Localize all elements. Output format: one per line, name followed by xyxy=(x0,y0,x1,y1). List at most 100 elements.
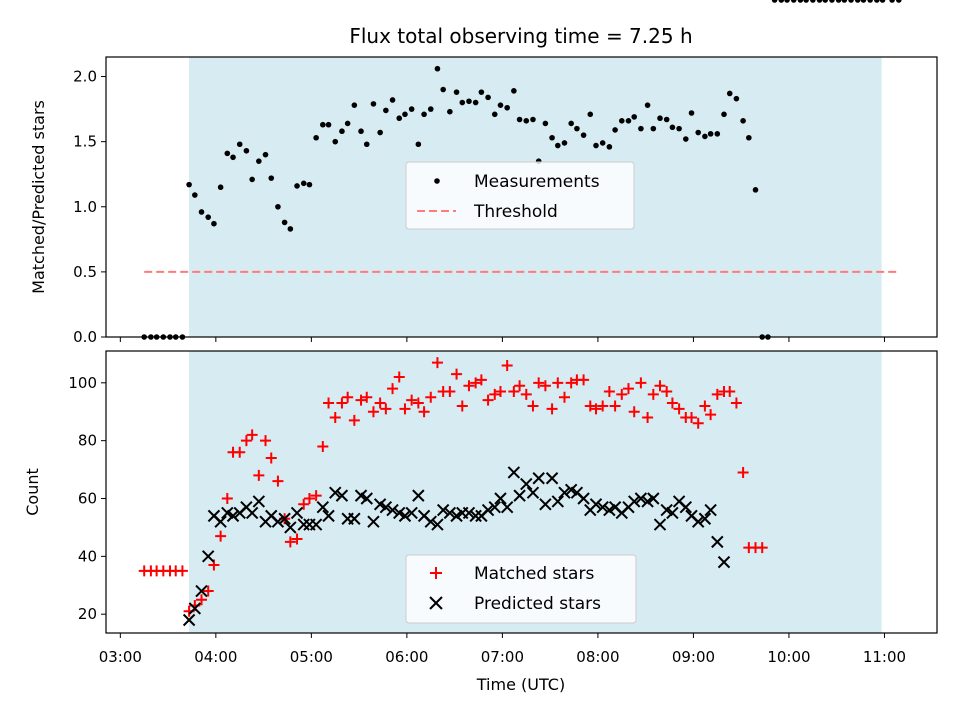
measurement-point xyxy=(663,116,670,123)
measurement-point xyxy=(281,219,288,226)
matched-star-point xyxy=(622,383,634,395)
matched-star-point xyxy=(234,446,246,458)
measurement-point xyxy=(262,151,269,158)
measurement-point xyxy=(848,0,854,3)
counts-legend-box xyxy=(405,554,637,624)
predicted-star-point xyxy=(596,500,609,514)
predicted-star-point xyxy=(526,486,540,499)
matched-star-point xyxy=(533,377,545,389)
measurement-point xyxy=(816,0,823,3)
matched-star-point xyxy=(265,452,277,464)
measurement-point xyxy=(803,0,809,3)
matched-star-point xyxy=(514,380,526,392)
counts-y-tick-label: 20 xyxy=(78,605,97,623)
measurement-point xyxy=(320,121,326,128)
x-tick-label: 05:00 xyxy=(290,648,333,666)
measurement-point xyxy=(574,125,580,132)
measurement-point xyxy=(746,134,752,141)
matched-star-point xyxy=(253,469,265,481)
ratio-y-tick-label: 0.5 xyxy=(73,263,97,281)
legend-measurements-label: Measurements xyxy=(474,172,600,192)
measurement-point xyxy=(580,132,587,138)
matched-star-point xyxy=(202,585,214,597)
matched-star-point xyxy=(215,530,227,542)
matched-star-point xyxy=(686,412,698,424)
ratio-y-axis-label: Matched/Predicted stars xyxy=(29,100,48,294)
matched-star-point xyxy=(393,371,405,383)
measurement-point xyxy=(676,125,682,132)
measurement-point xyxy=(408,106,415,112)
ratio-legend-box xyxy=(405,161,635,230)
measurement-point xyxy=(561,140,568,146)
matched-star-point xyxy=(348,414,360,426)
predicted-star-point xyxy=(634,492,648,505)
measurement-point xyxy=(491,111,498,118)
measurement-point xyxy=(726,90,733,97)
matched-star-point xyxy=(367,406,379,418)
measurement-point xyxy=(192,192,198,198)
ratio-y-tick-label: 2.0 xyxy=(73,68,97,86)
predicted-star-point xyxy=(679,500,692,514)
predicted-star-point xyxy=(628,495,641,508)
predicted-star-point xyxy=(379,500,393,514)
matched-star-point xyxy=(501,359,513,371)
measurement-point xyxy=(530,116,536,123)
predicted-star-point xyxy=(322,509,335,523)
ratio-y-tick-label: 1.0 xyxy=(73,198,97,216)
matched-star-point xyxy=(508,385,520,397)
counts-y-tick-label: 60 xyxy=(78,490,97,508)
matched-star-point xyxy=(584,400,596,412)
measurement-point xyxy=(459,99,466,106)
measurement-point xyxy=(427,106,434,112)
predicted-star-point xyxy=(462,506,476,520)
measurement-point xyxy=(363,141,370,148)
counts-y-tick-label: 100 xyxy=(68,374,97,392)
legend-matched-marker xyxy=(430,567,442,579)
measurement-point xyxy=(466,98,472,105)
measurement-point xyxy=(879,0,886,3)
predicted-star-point xyxy=(431,518,444,531)
matched-star-point xyxy=(616,388,628,400)
measurement-point xyxy=(895,0,902,3)
predicted-star-point xyxy=(412,489,425,502)
counts-y-tick-label: 40 xyxy=(78,547,97,565)
matched-star-point xyxy=(558,391,570,403)
ratio-plot-frame xyxy=(105,56,938,338)
x-tick-label: 11:00 xyxy=(863,648,906,666)
ratio-y-ticks: 0.0 0.5 1.0 1.5 2.0 xyxy=(73,68,106,346)
predicted-star-point xyxy=(545,472,559,485)
matched-star-point xyxy=(456,400,468,412)
matched-star-point xyxy=(730,397,742,409)
predicted-star-point xyxy=(589,498,603,511)
measurement-point xyxy=(606,144,613,150)
predicted-star-point xyxy=(278,512,291,525)
matched-star-point xyxy=(673,403,685,415)
measurement-point xyxy=(771,0,778,3)
measurement-point xyxy=(186,181,192,188)
measurement-point xyxy=(511,88,517,94)
counts-plot-frame xyxy=(105,350,938,634)
predicted-star-point xyxy=(271,515,285,528)
matched-star-point xyxy=(196,594,208,606)
predicted-star-point xyxy=(647,492,660,505)
measurement-point xyxy=(478,89,485,95)
legend-predicted-label: Predicted stars xyxy=(474,594,601,614)
matched-star-point xyxy=(603,385,615,397)
x-tick-label: 07:00 xyxy=(481,648,524,666)
predicted-star-point xyxy=(551,495,565,508)
measurement-point xyxy=(867,0,873,3)
matched-star-point xyxy=(418,406,430,418)
predicted-star-point xyxy=(577,492,590,505)
legend-threshold-label: Threshold xyxy=(473,202,558,222)
x-tick-label: 03:00 xyxy=(99,648,142,666)
predicted-star-point xyxy=(424,515,437,528)
ratio-y-tick-label: 0.0 xyxy=(73,328,97,346)
predicted-star-point xyxy=(290,506,304,520)
predicted-star-point xyxy=(494,492,507,505)
matched-star-point xyxy=(609,400,621,412)
measurement-point xyxy=(485,94,491,101)
predicted-star-point xyxy=(405,506,418,520)
measurement-point xyxy=(205,214,212,220)
legend-predicted-marker xyxy=(429,596,443,610)
